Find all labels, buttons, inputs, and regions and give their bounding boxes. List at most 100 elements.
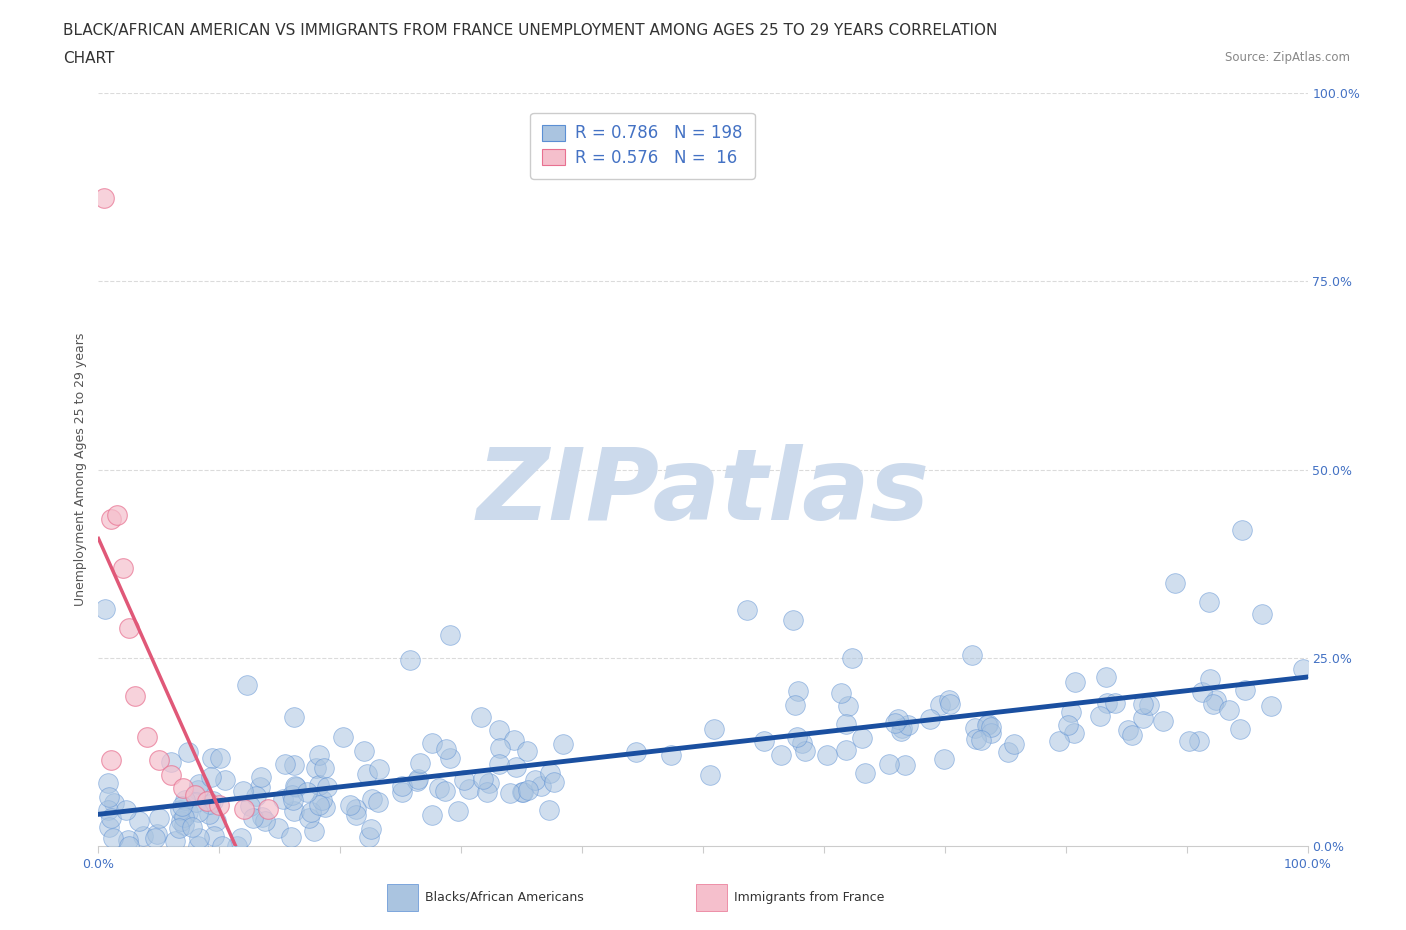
Text: BLACK/AFRICAN AMERICAN VS IMMIGRANTS FROM FRANCE UNEMPLOYMENT AMONG AGES 25 TO 2: BLACK/AFRICAN AMERICAN VS IMMIGRANTS FRO… — [63, 23, 998, 38]
Point — [488, 756, 510, 771]
Point — [232, 802, 254, 817]
Point — [315, 779, 337, 794]
Point — [173, 817, 195, 832]
Point — [1205, 693, 1227, 708]
Point — [339, 798, 361, 813]
Point — [939, 698, 962, 712]
Point — [790, 736, 813, 751]
Point — [145, 827, 167, 842]
Point — [752, 734, 775, 749]
Point — [408, 756, 430, 771]
Point — [143, 830, 166, 845]
Point — [173, 810, 195, 825]
Point — [1047, 734, 1070, 749]
Point — [118, 839, 141, 854]
Point — [965, 721, 987, 736]
Text: Source: ZipAtlas.com: Source: ZipAtlas.com — [1225, 51, 1350, 64]
Point — [1188, 733, 1211, 748]
Point — [499, 786, 522, 801]
Point — [837, 698, 859, 713]
Point — [1218, 703, 1240, 718]
Point — [128, 814, 150, 829]
Point — [100, 512, 122, 526]
Point — [308, 777, 330, 792]
Point — [132, 829, 155, 844]
Point — [489, 740, 512, 755]
Point — [187, 777, 209, 791]
Point — [274, 757, 297, 772]
Point — [200, 751, 222, 765]
Text: ZIPatlas: ZIPatlas — [477, 444, 929, 540]
Point — [551, 737, 574, 751]
Point — [93, 191, 115, 206]
Point — [659, 747, 682, 762]
Point — [344, 802, 367, 817]
Point — [211, 839, 233, 854]
Point — [298, 811, 321, 826]
Point — [181, 819, 204, 834]
Point — [1260, 698, 1282, 713]
Point — [281, 787, 304, 802]
Point — [117, 832, 139, 847]
Point — [167, 820, 190, 835]
Point — [160, 755, 183, 770]
Point — [283, 804, 305, 818]
Point — [891, 720, 914, 735]
Point — [793, 744, 815, 759]
Point — [314, 800, 336, 815]
Point — [406, 774, 429, 789]
Point — [1198, 594, 1220, 609]
Point — [918, 711, 941, 726]
Point — [830, 685, 852, 700]
Point — [391, 785, 413, 800]
Point — [894, 757, 917, 772]
Point — [524, 773, 547, 788]
Point — [267, 820, 290, 835]
Point — [815, 747, 838, 762]
Point — [100, 810, 122, 825]
Point — [488, 723, 510, 737]
Point — [470, 710, 492, 724]
Point — [1121, 728, 1143, 743]
Point — [236, 678, 259, 693]
Point — [312, 761, 335, 776]
Point — [284, 779, 307, 794]
Point — [512, 785, 534, 800]
Point — [308, 797, 330, 812]
Point — [368, 762, 391, 777]
Point — [232, 784, 254, 799]
Point — [118, 620, 141, 635]
Point — [295, 785, 318, 800]
Point — [512, 784, 534, 799]
Point — [93, 602, 115, 617]
Point — [703, 722, 725, 737]
Point — [851, 731, 873, 746]
Point — [304, 761, 326, 776]
Point — [187, 839, 209, 854]
Point — [254, 813, 277, 828]
Point — [505, 760, 527, 775]
Point — [1057, 718, 1080, 733]
Point — [165, 833, 187, 848]
Point — [934, 751, 956, 766]
Point — [367, 795, 389, 810]
Point — [1095, 669, 1118, 684]
Point — [841, 651, 863, 666]
Point — [472, 772, 495, 787]
Point — [360, 822, 382, 837]
Point — [356, 766, 378, 781]
Point — [160, 767, 183, 782]
Point — [249, 769, 271, 784]
Point — [172, 780, 194, 795]
Point — [1132, 697, 1154, 711]
Point — [299, 804, 322, 819]
Point — [877, 756, 900, 771]
Point — [124, 688, 146, 703]
Point — [478, 776, 501, 790]
Point — [242, 810, 264, 825]
Point — [105, 508, 128, 523]
Point — [1234, 683, 1257, 698]
Point — [198, 806, 221, 821]
Point — [835, 742, 858, 757]
Point — [283, 710, 305, 724]
